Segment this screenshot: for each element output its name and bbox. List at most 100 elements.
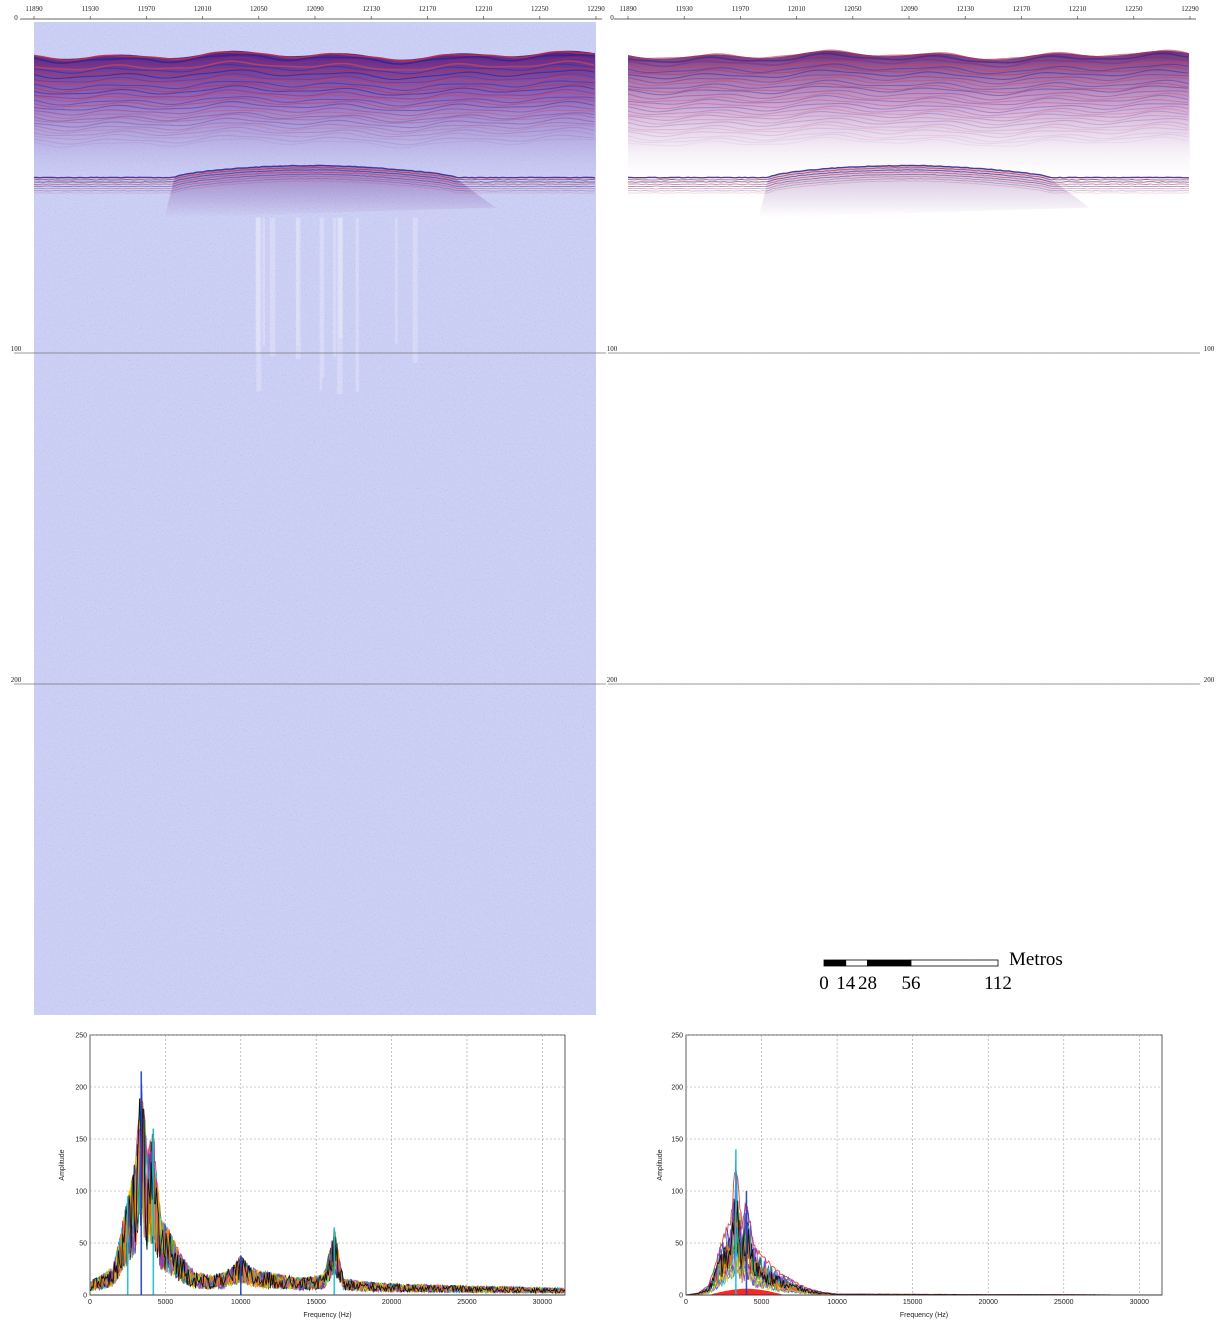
y-tick-label-right: 200 [1204, 676, 1215, 684]
y-tick-label: 50 [79, 1241, 87, 1248]
x-tick-label: 11930 [82, 5, 100, 13]
x-tick-label: 15000 [903, 1299, 923, 1306]
vertical-stripe [338, 217, 343, 339]
y-tick-label: 100 [607, 345, 618, 353]
vertical-stripe [395, 217, 398, 344]
x-tick-label: 10000 [827, 1299, 847, 1306]
x-tick-label: 30000 [1130, 1299, 1150, 1306]
seafloor-layer [628, 105, 1189, 117]
reflector-line [628, 164, 1189, 179]
reflector-line [628, 178, 1190, 192]
x-tick-label: 12170 [419, 5, 437, 13]
seafloor-layer [34, 91, 595, 103]
x-tick-label: 12090 [306, 5, 324, 13]
seafloor-layer [34, 63, 595, 75]
reflector-line [34, 167, 596, 181]
seafloor-layer [34, 130, 595, 141]
seismic-seafloor-layers-filtered [628, 49, 1190, 186]
seafloor-layer [34, 109, 595, 120]
x-tick-label: 15000 [306, 1299, 326, 1306]
y-tick-label: 200 [607, 676, 618, 684]
y-tick-label: 0 [679, 1293, 683, 1300]
vertical-stripe [319, 217, 323, 391]
seafloor-layer [34, 113, 595, 124]
reflector-line [628, 180, 1190, 194]
seafloor-layer [34, 60, 595, 71]
y-tick-label: 250 [75, 1033, 87, 1040]
seafloor-layer [34, 80, 595, 91]
seafloor-layer [34, 117, 595, 129]
seafloor-layer [628, 56, 1189, 68]
x-tick-label: 0 [88, 1299, 92, 1306]
vertical-stripe [262, 217, 266, 347]
y-tick-label: 100 [75, 1189, 87, 1196]
vertical-stripe [269, 217, 276, 357]
scale-bar-unit: Metros [1009, 949, 1063, 970]
seafloor-layer [34, 126, 595, 138]
seismic-panel-raw [34, 22, 596, 1015]
vertical-stripe [256, 217, 262, 392]
seafloor-layer [628, 79, 1189, 90]
reflector-line [628, 173, 1190, 188]
seafloor-body [628, 50, 1190, 186]
y-axis-label: Amplitude [59, 1149, 66, 1180]
seafloor-layer [628, 89, 1189, 101]
seafloor-layer [628, 76, 1189, 88]
y-tick-label: 200 [671, 1085, 683, 1092]
y-tick-label: 0 [610, 14, 614, 22]
seafloor-layer [628, 63, 1189, 75]
y-tick-label: 250 [671, 1033, 683, 1040]
x-tick-label: 20000 [382, 1299, 402, 1306]
reflector-line [34, 173, 596, 188]
reflector-line [628, 169, 1189, 183]
reflector-line [628, 175, 1190, 190]
x-tick-label: 12050 [844, 5, 862, 13]
y-tick-label: 0 [83, 1293, 87, 1300]
seafloor-layer [34, 50, 595, 63]
x-tick-label: 30000 [533, 1299, 553, 1306]
seafloor-layer [34, 121, 595, 133]
scale-bar-segment [867, 959, 912, 967]
x-tick-label: 12050 [250, 5, 268, 13]
vertical-stripe [295, 217, 301, 360]
reflector-line [34, 169, 595, 183]
y-tick-label: 100 [671, 1189, 683, 1196]
x-tick-label: 12130 [362, 5, 380, 13]
seafloor-layer [34, 111, 595, 123]
scale-bar-label: 0 [819, 973, 829, 994]
x-tick-label: 12290 [587, 5, 605, 13]
scale-bar-segment [823, 959, 847, 967]
seafloor-layer [34, 138, 595, 149]
seafloor-layer [628, 115, 1189, 126]
x-tick-label: 12090 [900, 5, 918, 13]
seafloor-layer [628, 85, 1189, 97]
y-tick-label: 0 [14, 14, 18, 22]
seafloor-layer [628, 94, 1189, 106]
spectrum-series [90, 1098, 565, 1295]
seafloor-layer [628, 102, 1189, 114]
seismic-subbottom-reflector-filtered [628, 164, 1190, 218]
x-tick-label: 12250 [531, 5, 549, 13]
seafloor-layer [34, 105, 595, 117]
reflector-line [34, 171, 595, 185]
spectrum-traces [90, 1071, 565, 1295]
x-tick-label: 12250 [1125, 5, 1143, 13]
scale-bar-segment [845, 959, 868, 967]
vertical-stripe [355, 217, 359, 392]
x-tick-label: 11970 [732, 5, 750, 13]
x-tick-label: 5000 [158, 1299, 174, 1306]
seafloor-layer [34, 100, 595, 112]
seafloor-layer [628, 99, 1189, 110]
seafloor-layer [628, 121, 1189, 132]
y-tick-label: 150 [75, 1137, 87, 1144]
vertical-stripe [332, 217, 337, 357]
seafloor-layer [34, 89, 595, 100]
x-axis-label: Frequency (Hz) [900, 1312, 948, 1319]
seafloor-layer [34, 69, 595, 81]
vertical-stripe [337, 217, 343, 395]
scale-bar-label: 28 [858, 973, 877, 994]
seafloor-layer [628, 123, 1189, 135]
seafloor-layer [34, 96, 595, 107]
seafloor-layer [34, 85, 595, 96]
seismic-panel-filtered [628, 22, 1190, 1015]
